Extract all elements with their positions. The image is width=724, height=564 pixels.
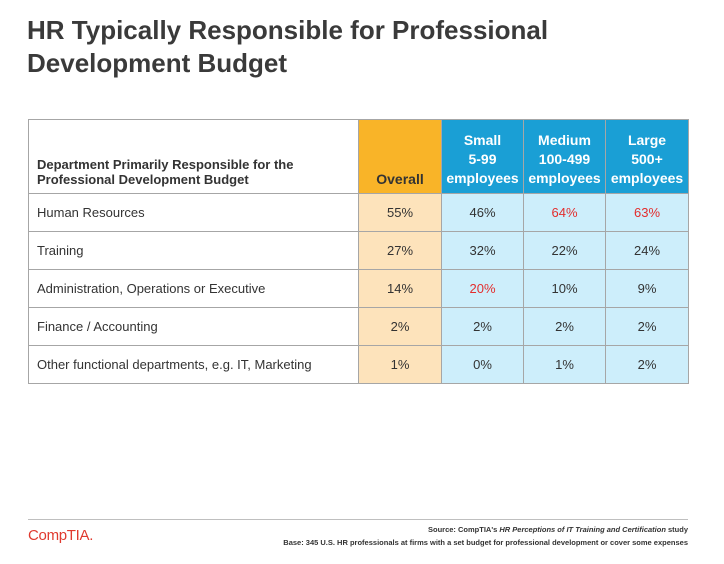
- footer-divider: [28, 519, 688, 520]
- row-large: 9%: [605, 269, 689, 308]
- row-department: Human Resources: [28, 193, 359, 232]
- row-large: 2%: [605, 345, 689, 384]
- header-small-line3: employees: [446, 170, 519, 186]
- header-large: Large 500+ employees: [605, 119, 689, 194]
- row-medium: 22%: [523, 231, 606, 270]
- table-row: Other functional departments, e.g. IT, M…: [28, 345, 689, 384]
- header-medium: Medium 100-499 employees: [523, 119, 606, 194]
- row-department: Training: [28, 231, 359, 270]
- row-small: 20%: [441, 269, 524, 308]
- row-small: 46%: [441, 193, 524, 232]
- page-title: HR Typically Responsible for Professiona…: [27, 15, 549, 78]
- table-row: Finance / Accounting 2% 2% 2% 2%: [28, 307, 689, 346]
- base-note: Base: 345 U.S. HR professionals at firms…: [283, 538, 688, 547]
- header-department: Department Primarily Responsible for the…: [28, 119, 359, 194]
- row-department: Finance / Accounting: [28, 307, 359, 346]
- row-overall: 1%: [358, 345, 442, 384]
- source-suffix: study: [665, 525, 688, 534]
- row-department: Administration, Operations or Executive: [28, 269, 359, 308]
- row-large: 2%: [605, 307, 689, 346]
- header-small: Small 5-99 employees: [441, 119, 524, 194]
- row-medium: 10%: [523, 269, 606, 308]
- header-medium-line1: Medium: [538, 132, 591, 148]
- row-large: 24%: [605, 231, 689, 270]
- table-row: Training 27% 32% 22% 24%: [28, 231, 689, 270]
- row-small: 0%: [441, 345, 524, 384]
- row-medium: 64%: [523, 193, 606, 232]
- row-department: Other functional departments, e.g. IT, M…: [28, 345, 359, 384]
- source-note: Source: CompTIA's HR Perceptions of IT T…: [428, 525, 688, 534]
- data-table: Department Primarily Responsible for the…: [28, 119, 689, 384]
- row-overall: 2%: [358, 307, 442, 346]
- header-large-line1: Large: [627, 132, 667, 148]
- row-overall: 27%: [358, 231, 442, 270]
- header-overall: Overall: [358, 119, 442, 194]
- source-prefix: Source: CompTIA's: [427, 525, 500, 534]
- header-small-line2: 5-99: [468, 151, 497, 167]
- header-large-line2: 500+: [631, 151, 663, 167]
- header-small-line1: Small: [463, 132, 502, 148]
- header-medium-line2: 100-499: [538, 151, 591, 167]
- row-overall: 55%: [358, 193, 442, 232]
- table-header-row: Department Primarily Responsible for the…: [28, 119, 689, 194]
- row-overall: 14%: [358, 269, 442, 308]
- header-department-label: Department Primarily Responsible for the…: [37, 157, 294, 187]
- source-title: HR Perceptions of IT Training and Certif…: [499, 525, 666, 534]
- header-medium-line3: employees: [528, 170, 601, 186]
- row-small: 32%: [441, 231, 524, 270]
- row-medium: 1%: [523, 345, 606, 384]
- table-row: Human Resources 55% 46% 64% 63%: [28, 193, 689, 232]
- header-large-line3: employees: [610, 170, 684, 186]
- row-small: 2%: [441, 307, 524, 346]
- comptia-logo: CompTIA.: [28, 527, 94, 544]
- row-medium: 2%: [523, 307, 606, 346]
- table-row: Administration, Operations or Executive …: [28, 269, 689, 308]
- row-large: 63%: [605, 193, 689, 232]
